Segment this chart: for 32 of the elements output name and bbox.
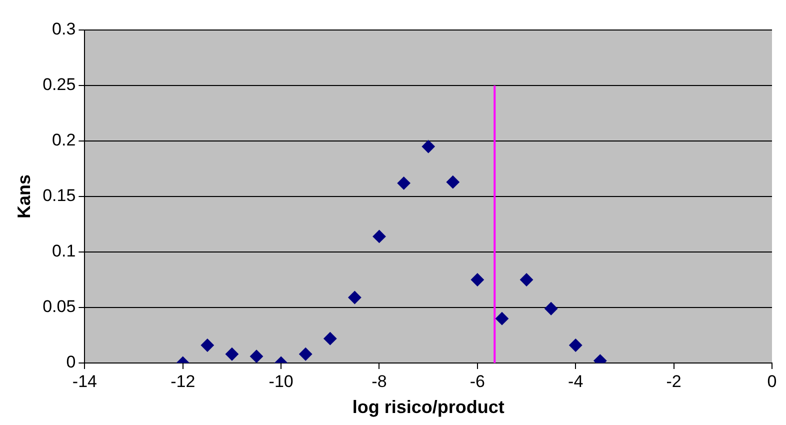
y-tick-label: 0.2 — [52, 130, 76, 150]
x-tick-label: -2 — [666, 372, 682, 391]
x-tick-label: -14 — [72, 372, 97, 391]
point — [569, 338, 582, 352]
point — [422, 140, 435, 154]
point — [470, 273, 484, 286]
y-tick-label: 0 — [66, 352, 76, 372]
point — [495, 312, 508, 326]
point — [348, 291, 362, 304]
y-tick-label: 0.3 — [52, 20, 76, 39]
x-tick-label: -12 — [170, 372, 196, 391]
x-axis-title: log risico/product — [352, 397, 504, 418]
point — [544, 302, 558, 316]
y-tick-label: 0.25 — [42, 75, 76, 94]
point — [299, 348, 312, 361]
y-axis-title: Kans — [14, 174, 34, 219]
x-tick-label: 0 — [767, 372, 777, 391]
x-tick-label: -6 — [470, 372, 485, 391]
x-tick-label: -10 — [268, 372, 294, 391]
point — [372, 230, 386, 243]
x-tick-label: -8 — [372, 372, 387, 391]
x-tick-label: -4 — [568, 372, 584, 391]
point — [520, 273, 534, 286]
point — [225, 348, 238, 361]
point — [200, 338, 214, 352]
point — [324, 332, 337, 346]
point — [397, 176, 410, 190]
y-tick-label: 0.05 — [42, 297, 76, 316]
point — [250, 350, 264, 363]
y-tick-label: 0.1 — [52, 242, 76, 261]
point — [446, 176, 460, 189]
y-tick-label: 0.15 — [42, 186, 76, 206]
